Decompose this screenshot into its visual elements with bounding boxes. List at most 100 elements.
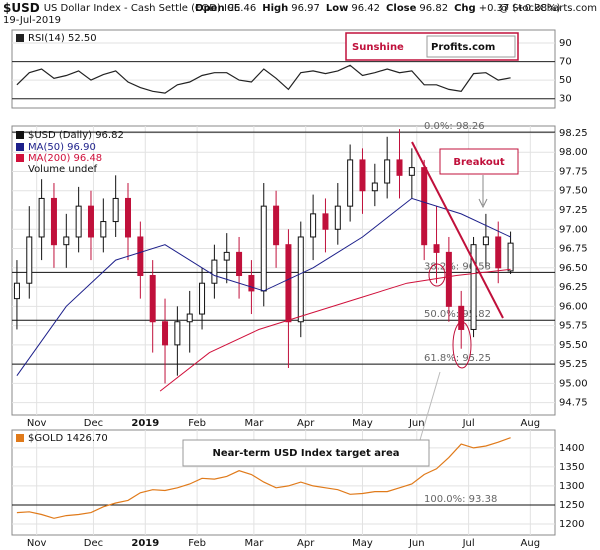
circle: [452, 321, 472, 369]
candle-body: [495, 236, 502, 269]
y-tick-label: 96.50: [559, 263, 588, 274]
y-tick-label: 1200: [559, 519, 584, 530]
y-tick-label: 50: [559, 75, 572, 86]
level-label: 50.0%: 95.82: [424, 309, 491, 320]
x-tick-label: Jun: [408, 418, 425, 429]
candle-body: [421, 167, 428, 246]
legend-swatch: [16, 34, 24, 42]
candle-body: [125, 197, 132, 238]
ma-line: [159, 268, 511, 392]
x-tick-label: May: [352, 538, 373, 549]
x-tick-label: Feb: [188, 538, 206, 549]
candle-body: [433, 244, 440, 253]
title: $USD US Dollar Index - Cash Settle (EOD) …: [3, 1, 240, 15]
level-label: 38.2%: 96.53: [424, 261, 491, 272]
y-tick-label: 95.75: [559, 321, 588, 332]
legend-entry: MA(200) 96.48: [28, 153, 102, 164]
x-tick-label: Aug: [521, 418, 541, 429]
legend-swatch: [16, 143, 24, 151]
x-tick-label: Nov: [27, 538, 47, 549]
brand-box-2: [426, 35, 516, 58]
candle-body: [396, 159, 403, 176]
quote-label: Open: [195, 3, 225, 14]
y-tick-label: 97.75: [559, 166, 588, 177]
candle-body: [347, 159, 354, 207]
breakout: Breakout: [453, 157, 504, 168]
x-tick-label: Apr: [297, 538, 315, 549]
quote-value: +0.37 (+0.38%): [479, 3, 561, 14]
level-label: 61.8%: 95.25: [424, 353, 491, 364]
breakout-box: [439, 148, 519, 175]
source: @ StockCharts.com: [499, 3, 597, 14]
candle-body: [310, 213, 317, 238]
candle-body: [248, 275, 255, 292]
candle-body: [273, 205, 280, 246]
y-tick-label: 1350: [559, 462, 584, 473]
candle-body: [162, 321, 169, 346]
legend-entry: RSI(14) 52.50: [28, 33, 97, 44]
candle-body: [26, 236, 33, 284]
y-tick-label: 94.75: [559, 398, 588, 409]
legend-swatch: [16, 131, 24, 139]
y-tick-label: 96.25: [559, 282, 588, 293]
y-tick-label: 95.50: [559, 340, 588, 351]
y-tick-label: 95.00: [559, 378, 588, 389]
y-tick-label: 97.00: [559, 224, 588, 235]
candle-body: [223, 251, 230, 261]
candle-body: [384, 159, 391, 184]
candle-body: [211, 259, 218, 284]
candle-body: [100, 221, 107, 238]
x-tick-label: Dec: [84, 538, 103, 549]
level-label: 0.0%: 98.26: [424, 121, 485, 132]
candle-body: [75, 205, 82, 238]
level-label: 100.0%: 93.38: [424, 494, 497, 505]
quote-label: Chg: [454, 3, 476, 14]
quote-value: 96.97: [291, 3, 320, 14]
x-tick-label: Jul: [462, 418, 475, 429]
quote: Open 96.46 High 96.97 Low 96.42 Close 96.82 Chg +…: [195, 3, 561, 14]
quote-label: High: [262, 3, 288, 14]
arrow: [419, 371, 441, 441]
x-tick-label: Feb: [188, 418, 206, 429]
y-tick-label: 90: [559, 38, 572, 49]
index-name: US Dollar Index - Cash Settle (EOD) ICE: [44, 3, 241, 14]
target-box: [182, 439, 430, 467]
candle-body: [458, 305, 465, 330]
y-tick-label: 30: [559, 94, 572, 105]
legend-swatch: [16, 434, 24, 442]
candle-body: [87, 205, 94, 238]
quote-label: Low: [326, 3, 348, 14]
panels: 30 50 70 90 RSI(14) 52.50 Nov Dec 2019 Feb Mar Apr…: [11, 29, 588, 549]
quote-label: Close: [386, 3, 417, 14]
target: Near-term USD Index target area: [212, 448, 399, 459]
legend-entry: MA(50) 96.90: [28, 142, 96, 153]
y-tick-label: 96.75: [559, 244, 588, 255]
y-tick-label: 1250: [559, 500, 584, 511]
candle-body: [186, 313, 193, 323]
candle-body: [322, 213, 329, 230]
candle-body: [482, 236, 489, 246]
line: [16, 64, 511, 94]
candle-body: [371, 182, 378, 192]
symbol: $USD: [3, 1, 40, 15]
y-tick-label: 95.25: [559, 359, 588, 370]
y-tick-label: 1400: [559, 443, 584, 454]
brand-2: Profits.com: [431, 42, 495, 53]
quote-value: 96.82: [419, 3, 448, 14]
y-tick-label: 1300: [559, 481, 584, 492]
x-tick-label: Apr: [297, 418, 315, 429]
y-tick-label: 96.00: [559, 301, 588, 312]
candle-body: [297, 236, 304, 323]
candle-body: [199, 282, 206, 315]
candle-body: [236, 251, 243, 277]
y-tick-label: 97.50: [559, 186, 588, 197]
circle: [428, 263, 446, 287]
candle-body: [63, 236, 70, 246]
x-tick-label: May: [352, 418, 373, 429]
x-tick-label: Dec: [84, 418, 103, 429]
candle-body: [174, 321, 181, 346]
line: [16, 437, 511, 519]
x-tick-label: Aug: [521, 538, 541, 549]
candle-body: [149, 275, 156, 323]
candle-body: [13, 282, 20, 300]
